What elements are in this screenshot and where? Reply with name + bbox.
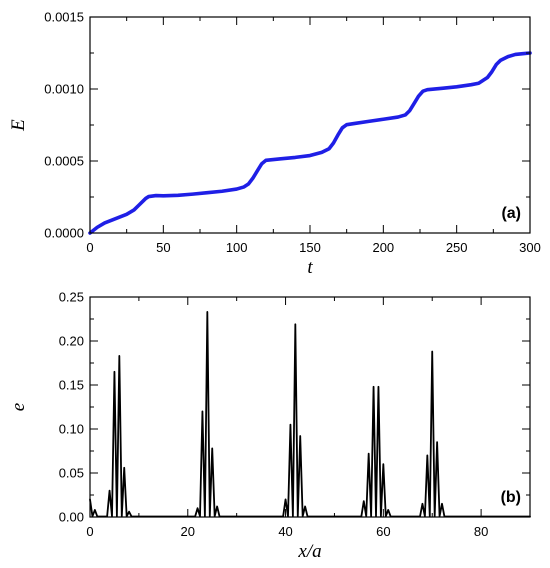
y-tick-label-b: 0.20 (59, 334, 84, 349)
y-axis-label-a: E (8, 119, 29, 132)
x-tick-label-a: 50 (156, 240, 170, 255)
plot-frame-b (89, 296, 531, 518)
y-axis-label-b: e (8, 403, 29, 411)
y-tick-label-a: 0.0000 (44, 226, 84, 241)
y-tick-label-a: 0.0015 (44, 10, 84, 25)
x-axis-label-a: t (307, 257, 313, 278)
y-tick-label-b: 0.15 (59, 378, 84, 393)
data-line-b (89, 311, 531, 518)
panel-label-a: (a) (501, 205, 521, 222)
x-tick-label-a: 250 (446, 240, 468, 255)
y-tick-label-b: 0.10 (59, 422, 84, 437)
x-tick-label-b: 80 (474, 524, 488, 539)
plot-frame-a (89, 16, 531, 234)
y-tick-label-b: 0.00 (59, 510, 84, 525)
data-line-a (88, 51, 532, 235)
x-tick-label-b: 40 (278, 524, 292, 539)
x-tick-label-a: 0 (86, 240, 93, 255)
panel-b: 0 20 40 60 80 0.00 0.05 0.10 0.15 0.20 0.25 x/a e (b) (8, 290, 531, 562)
x-axis-label-b: x/a (297, 541, 321, 562)
x-tick-label-a: 100 (226, 240, 248, 255)
x-tick-label-b: 0 (86, 524, 93, 539)
panel-a: 0 50 100 150 200 250 300 0.0000 0.0005 0.0010 0.00… (8, 10, 541, 279)
y-tick-label-b: 0.05 (59, 466, 84, 481)
x-tick-label-a: 150 (299, 240, 321, 255)
x-tick-label-a: 300 (519, 240, 541, 255)
y-tick-label-a: 0.0005 (44, 154, 84, 169)
y-tick-label-a: 0.0010 (44, 82, 84, 97)
x-tick-label-b: 20 (181, 524, 195, 539)
panel-label-b: (b) (501, 489, 521, 506)
x-tick-label-b: 60 (376, 524, 390, 539)
y-tick-label-b: 0.25 (59, 290, 84, 305)
x-tick-label-a: 200 (372, 240, 394, 255)
